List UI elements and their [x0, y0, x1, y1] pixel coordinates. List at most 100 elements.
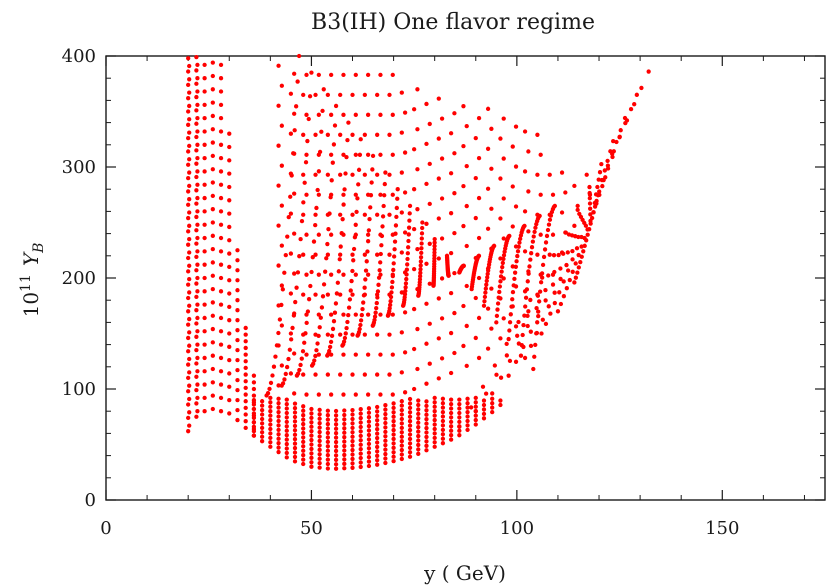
scatter-point [202, 116, 207, 121]
scatter-point [424, 381, 429, 386]
scatter-point [547, 212, 552, 217]
scatter-point [484, 282, 489, 287]
scatter-point [358, 447, 363, 452]
scatter-point [235, 298, 240, 303]
scatter-point [187, 103, 192, 109]
scatter-point [575, 203, 580, 209]
scatter-point [251, 411, 257, 416]
scatter-point [399, 452, 404, 457]
scatter-point [532, 229, 537, 235]
scatter-point [186, 255, 191, 261]
scatter-point [268, 380, 274, 386]
scatter-point [227, 357, 232, 363]
scatter-point [343, 331, 348, 336]
scatter-point [383, 434, 388, 439]
scatter-point [365, 72, 371, 78]
scatter-point [210, 87, 215, 92]
scatter-point [357, 152, 363, 157]
scatter-point [316, 232, 321, 237]
scatter-point [485, 226, 491, 231]
scatter-point [407, 410, 413, 415]
scatter-point [251, 429, 257, 434]
scatter-point [461, 143, 466, 149]
scatter-point [186, 389, 191, 394]
scatter-point [259, 434, 265, 439]
scatter-point [333, 462, 339, 467]
scatter-point [243, 412, 248, 417]
scatter-point [483, 290, 488, 295]
scatter-point [469, 405, 474, 410]
scatter-point [284, 433, 289, 438]
scatter-point [304, 320, 309, 325]
scatter-point [391, 445, 396, 450]
scatter-point [534, 306, 539, 311]
scatter-point [484, 278, 489, 284]
scatter-point [202, 235, 207, 241]
scatter-point [210, 273, 215, 278]
scatter-point [494, 372, 499, 377]
scatter-point [194, 268, 199, 273]
scatter-point [333, 431, 339, 436]
scatter-point [194, 334, 199, 339]
scatter-point [572, 183, 577, 189]
scatter-point [380, 214, 386, 219]
scatter-point [358, 407, 363, 412]
scatter-point [187, 423, 192, 428]
scatter-point [380, 224, 385, 229]
scatter-point [325, 241, 330, 247]
scatter-point [341, 72, 346, 78]
scatter-point [316, 312, 321, 317]
scatter-point [399, 130, 404, 135]
scatter-point [476, 195, 482, 201]
scatter-point [494, 320, 499, 325]
scatter-point [235, 357, 240, 363]
scatter-point [280, 287, 285, 292]
scatter-point [490, 396, 495, 401]
scatter-point [375, 440, 380, 445]
scatter-point [543, 240, 549, 245]
scatter-point [194, 81, 199, 86]
scatter-point [534, 330, 540, 336]
scatter-point [367, 216, 372, 222]
scatter-point [375, 404, 380, 410]
scatter-point [639, 85, 644, 91]
scatter-point [378, 72, 383, 78]
scatter-point [363, 268, 369, 273]
scatter-point [558, 266, 563, 271]
scatter-point [464, 163, 469, 169]
scatter-point [374, 305, 379, 311]
scatter-point [611, 138, 616, 144]
scatter-point [301, 444, 306, 449]
scatter-point [210, 207, 215, 212]
scatter-point [391, 459, 396, 464]
scatter-point [218, 182, 224, 187]
scatter-point [391, 401, 396, 406]
scatter-point [187, 410, 192, 415]
scatter-point [325, 453, 331, 458]
scatter-point [465, 414, 470, 419]
scatter-point [301, 252, 306, 257]
scatter-point [407, 423, 413, 428]
scatter-point [365, 352, 371, 357]
scatter-point [187, 210, 192, 215]
scatter-point [415, 207, 420, 212]
scatter-point [268, 426, 273, 432]
scatter-point [210, 300, 215, 305]
scatter-point [350, 430, 355, 435]
scatter-point [218, 209, 224, 214]
scatter-point [365, 239, 371, 244]
scatter-point [490, 409, 495, 415]
scatter-point [552, 203, 557, 209]
scatter-point [362, 172, 367, 177]
scatter-point [313, 252, 318, 257]
scatter-point [304, 312, 309, 317]
scatter-point [276, 396, 281, 401]
scatter-point [411, 306, 417, 312]
scatter-point [439, 356, 445, 361]
scatter-point [279, 383, 284, 388]
x-tick-label: 50 [300, 518, 323, 539]
scatter-point [440, 427, 446, 432]
scatter-point [522, 169, 528, 174]
scatter-point [301, 332, 306, 337]
scatter-point [418, 267, 423, 272]
